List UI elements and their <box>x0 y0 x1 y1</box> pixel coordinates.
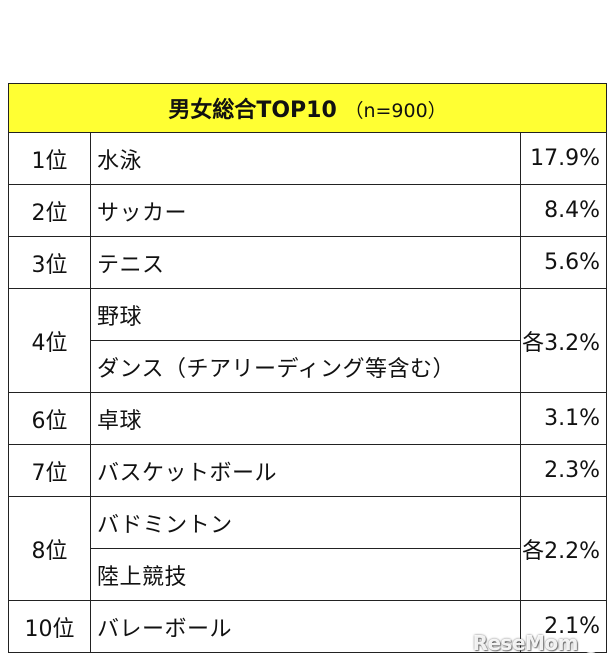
sport-name-cell: バレーボール <box>90 600 521 653</box>
table-row: 陸上競技 <box>9 548 607 601</box>
watermark-text: ReseMom <box>472 631 579 655</box>
rank-cell: 3位 <box>8 236 91 289</box>
table-title: 男女総合TOP10 （n=900） <box>7 83 608 133</box>
sample-size: （n=900） <box>344 100 447 122</box>
percent-cell: 17.9% <box>519 132 608 185</box>
sport-name-cell: バスケットボール <box>90 444 521 497</box>
percent-cell: 5.6% <box>519 236 608 289</box>
rank-cell: 2位 <box>8 184 91 237</box>
table-row: 1位 水泳 17.9% <box>8 132 608 185</box>
rank-cell: 4位 <box>8 288 91 393</box>
ranking-table: 男女総合TOP10 （n=900） 1位 水泳 17.9% 2位 サッカー 8.4% 3位テ… <box>7 83 608 653</box>
rank-cell: 8位 <box>8 496 91 601</box>
sport-name-cell: バドミントン <box>90 496 521 549</box>
table-row: 8位 バドミントン 各2.2% <box>8 496 608 601</box>
rank-cell: 6位 <box>8 392 91 445</box>
percent-cell: 3.1% <box>519 392 608 445</box>
table-row: 2位 サッカー 8.4% <box>8 184 608 237</box>
percent-cell: 8.4% <box>519 184 608 237</box>
resemom-logo-icon <box>581 633 601 653</box>
sport-name-cell: 陸上競技 <box>90 548 521 601</box>
table-row: 10位 バレーボール 2.1% <box>8 600 608 653</box>
percent-cell: 各2.2% <box>519 496 608 601</box>
sport-name-cell: 卓球 <box>90 392 521 445</box>
rank-cell: 1位 <box>8 132 91 185</box>
table-row: 7位 バスケットボール 2.3% <box>8 444 608 497</box>
title-text: 男女総合TOP10 <box>168 98 337 123</box>
sport-name-cell: ダンス（チアリーディング等含む） <box>90 340 521 393</box>
sport-name-cell: テニス <box>90 236 521 289</box>
table-row: 4位 野球 各3.2% <box>8 288 608 393</box>
header-row: 男女総合TOP10 （n=900） <box>7 83 608 133</box>
table-row: ダンス（チアリーディング等含む） <box>9 340 607 393</box>
rank-cell: 7位 <box>8 444 91 497</box>
percent-cell: 2.3% <box>519 444 608 497</box>
sport-name-cell: 野球 <box>90 288 521 341</box>
sport-name-cell: サッカー <box>90 184 521 237</box>
rank-cell: 10位 <box>8 600 91 653</box>
table-row: 3位 テニス 5.6% <box>8 236 608 289</box>
resemom-watermark: ReseMom <box>473 631 602 655</box>
sport-name-cell: 水泳 <box>90 132 521 185</box>
table-row: 6位 卓球 3.1% <box>8 392 608 445</box>
percent-cell: 各3.2% <box>519 288 608 393</box>
